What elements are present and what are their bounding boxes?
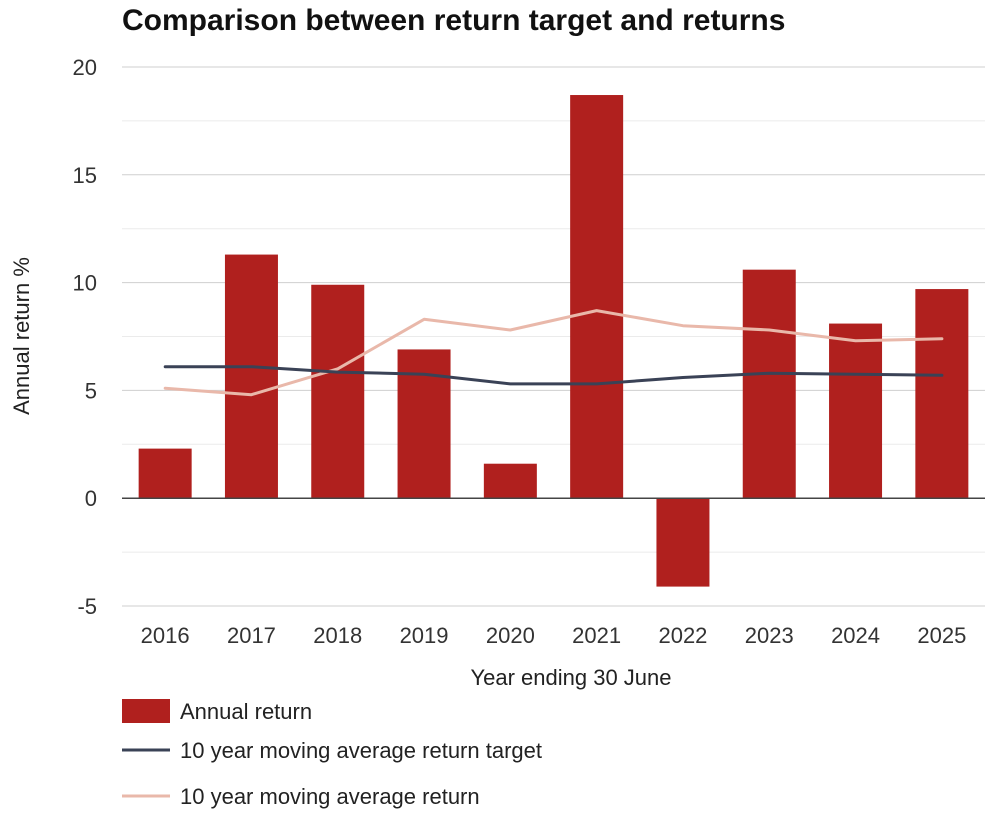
bar-2025 xyxy=(915,289,969,499)
legend-label: Annual return xyxy=(180,699,312,724)
line-10-year-moving-average-return xyxy=(163,309,944,397)
legend-swatch-bar xyxy=(122,699,170,723)
y-tick-label: 10 xyxy=(73,271,97,296)
chart-title: Comparison between return target and ret… xyxy=(122,4,785,37)
y-tick-label: -5 xyxy=(77,594,97,619)
legend: Annual return 10 year moving average retu… xyxy=(122,699,542,809)
x-tick-label: 2021 xyxy=(572,623,621,648)
y-tick-label: 20 xyxy=(73,55,97,80)
y-axis-ticks: -5 0 5 10 15 20 xyxy=(73,55,97,619)
bar-2022 xyxy=(656,498,710,587)
legend-label: 10 year moving average return target xyxy=(180,738,542,763)
legend-label: 10 year moving average return xyxy=(180,784,480,809)
bar-2021 xyxy=(570,95,624,499)
x-tick-label: 2025 xyxy=(917,623,966,648)
bar-2019 xyxy=(397,349,451,499)
bar-2024 xyxy=(829,323,883,499)
y-tick-label: 0 xyxy=(85,486,97,511)
bar-2016 xyxy=(138,448,192,499)
line-10-year-moving-average-return-target xyxy=(163,365,944,386)
x-tick-label: 2020 xyxy=(486,623,535,648)
x-axis-ticks: 2016 2017 2018 2019 2020 2021 2022 2023 2024 2025 xyxy=(141,623,967,648)
bar-2018 xyxy=(311,284,365,499)
bar-2017 xyxy=(224,254,278,499)
x-tick-label: 2017 xyxy=(227,623,276,648)
x-tick-label: 2019 xyxy=(400,623,449,648)
y-axis-label: Annual return % xyxy=(9,257,34,415)
x-tick-label: 2022 xyxy=(658,623,707,648)
x-tick-label: 2024 xyxy=(831,623,880,648)
y-tick-label: 15 xyxy=(73,163,97,188)
x-axis-label: Year ending 30 June xyxy=(470,665,671,690)
bar-series xyxy=(138,95,969,587)
x-tick-label: 2016 xyxy=(141,623,190,648)
x-tick-label: 2018 xyxy=(313,623,362,648)
bar-2023 xyxy=(742,269,796,499)
y-tick-label: 5 xyxy=(85,378,97,403)
x-tick-label: 2023 xyxy=(745,623,794,648)
bar-2020 xyxy=(483,463,537,499)
line-series xyxy=(163,309,944,397)
